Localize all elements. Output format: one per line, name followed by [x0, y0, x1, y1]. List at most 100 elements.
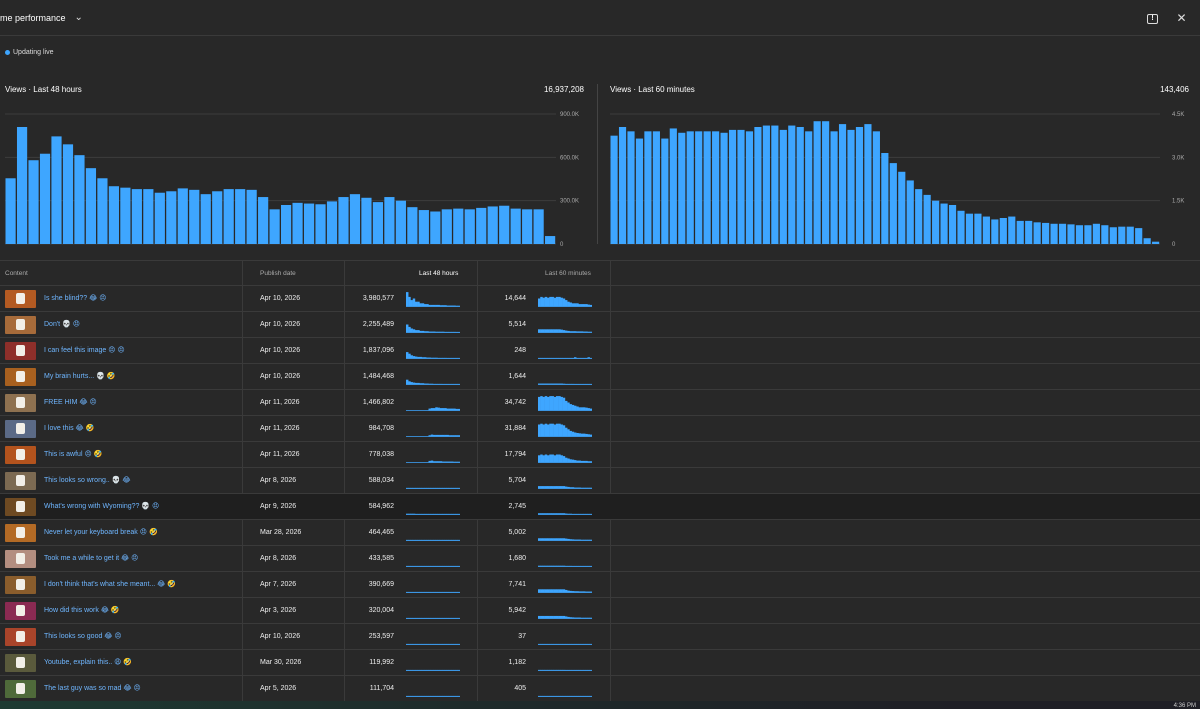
table-row[interactable]: This looks so wrong.. 💀 😂 Apr 8, 2026 58… [0, 468, 1200, 494]
chart-bar[interactable] [678, 132, 686, 244]
chart-bar[interactable] [258, 197, 269, 244]
table-row[interactable]: Never let your keyboard break 😠 🤣 Mar 28… [0, 520, 1200, 546]
chart-bar[interactable] [1042, 222, 1050, 244]
chart-bar[interactable] [915, 189, 923, 244]
video-thumbnail[interactable] [5, 498, 36, 516]
table-row[interactable]: FREE HIM 😂 😠 Apr 11, 2026 1,466,802 34,7… [0, 390, 1200, 416]
chart-bar[interactable] [1075, 225, 1084, 244]
video-thumbnail[interactable] [5, 472, 36, 490]
chart-bar[interactable] [430, 211, 441, 245]
chart-bar[interactable] [864, 124, 872, 244]
chart-bar[interactable] [108, 186, 119, 244]
chart-bar[interactable] [838, 124, 847, 244]
feedback-icon[interactable]: ! [1147, 13, 1158, 24]
chart-bar[interactable] [281, 205, 292, 244]
chart-bar[interactable] [847, 129, 855, 244]
chart-bar[interactable] [533, 209, 544, 244]
chart-bar[interactable] [872, 131, 880, 244]
chart-bar[interactable] [97, 178, 108, 244]
table-row[interactable]: I can feel this image 😠 😠 Apr 10, 2026 1… [0, 338, 1200, 364]
chart-bar[interactable] [1033, 222, 1041, 244]
chart-bar[interactable] [476, 207, 487, 244]
chart-bar[interactable] [1016, 220, 1024, 244]
chart-bar[interactable] [991, 219, 999, 244]
table-row[interactable]: What's wrong with Wyoming?? 💀 😠 Apr 9, 2… [0, 494, 1200, 520]
chart-bar[interactable] [166, 191, 177, 244]
chart-bar[interactable] [881, 153, 889, 244]
chart-bar[interactable] [948, 205, 957, 244]
chart-bar[interactable] [1058, 223, 1067, 244]
chart-bar[interactable] [906, 180, 914, 244]
chart-bar[interactable] [154, 192, 165, 244]
chart-bar[interactable] [223, 189, 234, 244]
chart-bar[interactable] [712, 131, 720, 244]
chart-bar[interactable] [686, 131, 694, 244]
video-title-link[interactable]: This looks so wrong.. 💀 😂 [44, 477, 131, 484]
chart-bar[interactable] [120, 187, 131, 244]
chart-bar[interactable] [822, 121, 830, 244]
video-title-link[interactable]: My brain hurts... 💀 🤣 [44, 373, 116, 380]
close-icon[interactable]: ✕ [1176, 11, 1187, 25]
chart-bar[interactable] [16, 127, 28, 244]
video-title-link[interactable]: How did this work 😂 🤣 [44, 607, 120, 614]
chart-bar[interactable] [62, 144, 74, 244]
video-title-link[interactable]: Don't 💀 😠 [44, 321, 81, 328]
header-publish-date[interactable]: Publish date [260, 270, 296, 277]
table-row[interactable]: Is she blind?? 😂 😠 Apr 10, 2026 3,980,57… [0, 286, 1200, 312]
table-row[interactable]: This looks so good 😂 😠 Apr 10, 2026 253,… [0, 624, 1200, 650]
chart-bar[interactable] [1084, 225, 1092, 244]
chart-bar[interactable] [754, 127, 762, 244]
chart-bar[interactable] [499, 205, 510, 244]
chart-bar[interactable] [28, 160, 39, 244]
chart-bar[interactable] [1118, 226, 1126, 244]
video-thumbnail[interactable] [5, 550, 36, 568]
video-thumbnail[interactable] [5, 654, 36, 672]
video-thumbnail[interactable] [5, 368, 36, 386]
video-thumbnail[interactable] [5, 420, 36, 438]
chart-bar[interactable] [695, 131, 703, 244]
video-title-link[interactable]: FREE HIM 😂 😠 [44, 399, 97, 406]
video-title-link[interactable]: I love this 😂 🤣 [44, 425, 95, 432]
video-title-link[interactable]: I can feel this image 😠 😠 [44, 347, 125, 354]
video-title-link[interactable]: Never let your keyboard break 😠 🤣 [44, 529, 158, 536]
chart-bar[interactable] [1092, 223, 1100, 244]
chart-bar[interactable] [1050, 223, 1058, 244]
chart-bar[interactable] [177, 188, 188, 244]
chart-bar[interactable] [545, 236, 556, 244]
chart-bar[interactable] [441, 209, 452, 244]
chart-bar[interactable] [384, 197, 395, 244]
table-row[interactable]: I love this 😂 🤣 Apr 11, 2026 984,708 31,… [0, 416, 1200, 442]
video-thumbnail[interactable] [5, 628, 36, 646]
table-row[interactable]: Took me a while to get it 😂 😠 Apr 8, 202… [0, 546, 1200, 572]
chart-bar[interactable] [143, 189, 154, 244]
chart-bar[interactable] [635, 138, 644, 244]
chart-bar[interactable] [669, 128, 677, 244]
chart-bar[interactable] [407, 207, 418, 244]
chart-bar[interactable] [131, 189, 142, 244]
chart-bar[interactable] [5, 178, 16, 244]
table-row[interactable]: Youtube, explain this.. 😩 🤣 Mar 30, 2026… [0, 650, 1200, 676]
chart-bar[interactable] [235, 189, 246, 244]
chart-bar[interactable] [889, 163, 897, 244]
chart-bar[interactable] [1135, 228, 1143, 244]
chart-bar[interactable] [246, 189, 257, 244]
chart-bar[interactable] [762, 125, 770, 244]
chart-bar[interactable] [771, 125, 779, 244]
chart-bar[interactable] [292, 202, 303, 244]
video-thumbnail[interactable] [5, 602, 36, 620]
video-thumbnail[interactable] [5, 576, 36, 594]
chart-bar[interactable] [51, 136, 62, 244]
video-title-link[interactable]: Youtube, explain this.. 😩 🤣 [44, 659, 133, 666]
chart-bar[interactable] [779, 129, 787, 244]
table-row[interactable]: Don't 💀 😠 Apr 10, 2026 2,255,489 5,514 [0, 312, 1200, 338]
chart-bar[interactable] [1025, 220, 1033, 244]
chart-bar[interactable] [855, 127, 864, 244]
chart-bar[interactable] [737, 129, 745, 244]
chart-bar[interactable] [610, 135, 618, 244]
chart-bar[interactable] [349, 194, 361, 244]
chart-bar[interactable] [661, 138, 669, 244]
video-title-link[interactable]: Is she blind?? 😂 😠 [44, 295, 107, 302]
chart-bar[interactable] [618, 127, 627, 244]
video-thumbnail[interactable] [5, 524, 36, 542]
chart-bar[interactable] [74, 155, 85, 244]
